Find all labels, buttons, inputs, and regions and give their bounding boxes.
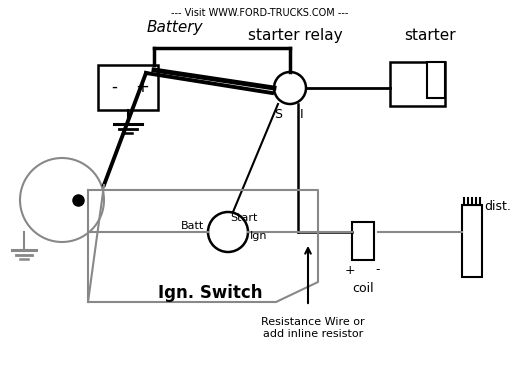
Text: +: + <box>135 78 149 96</box>
Bar <box>462 205 482 277</box>
Circle shape <box>208 212 248 252</box>
Text: starter relay: starter relay <box>248 28 342 43</box>
Text: -: - <box>376 264 380 276</box>
Text: I: I <box>300 108 304 121</box>
Text: Batt: Batt <box>181 221 204 231</box>
Bar <box>390 62 445 106</box>
Text: Ign. Switch: Ign. Switch <box>158 284 262 302</box>
Text: Resistance Wire or
add inline resistor: Resistance Wire or add inline resistor <box>261 317 365 339</box>
Circle shape <box>20 158 104 242</box>
Text: Battery: Battery <box>147 20 203 35</box>
Text: S: S <box>274 108 282 121</box>
Bar <box>352 222 374 260</box>
Bar <box>427 62 445 98</box>
Text: Ign: Ign <box>250 231 267 241</box>
Bar <box>98 65 158 110</box>
Text: Start: Start <box>230 213 257 223</box>
Text: dist.: dist. <box>484 200 511 213</box>
Circle shape <box>274 72 306 104</box>
Text: starter: starter <box>404 28 456 43</box>
Text: coil: coil <box>352 282 374 295</box>
Text: --- Visit WWW.FORD-TRUCKS.COM ---: --- Visit WWW.FORD-TRUCKS.COM --- <box>171 8 349 18</box>
Text: -: - <box>111 78 117 96</box>
Text: +: + <box>345 264 355 276</box>
